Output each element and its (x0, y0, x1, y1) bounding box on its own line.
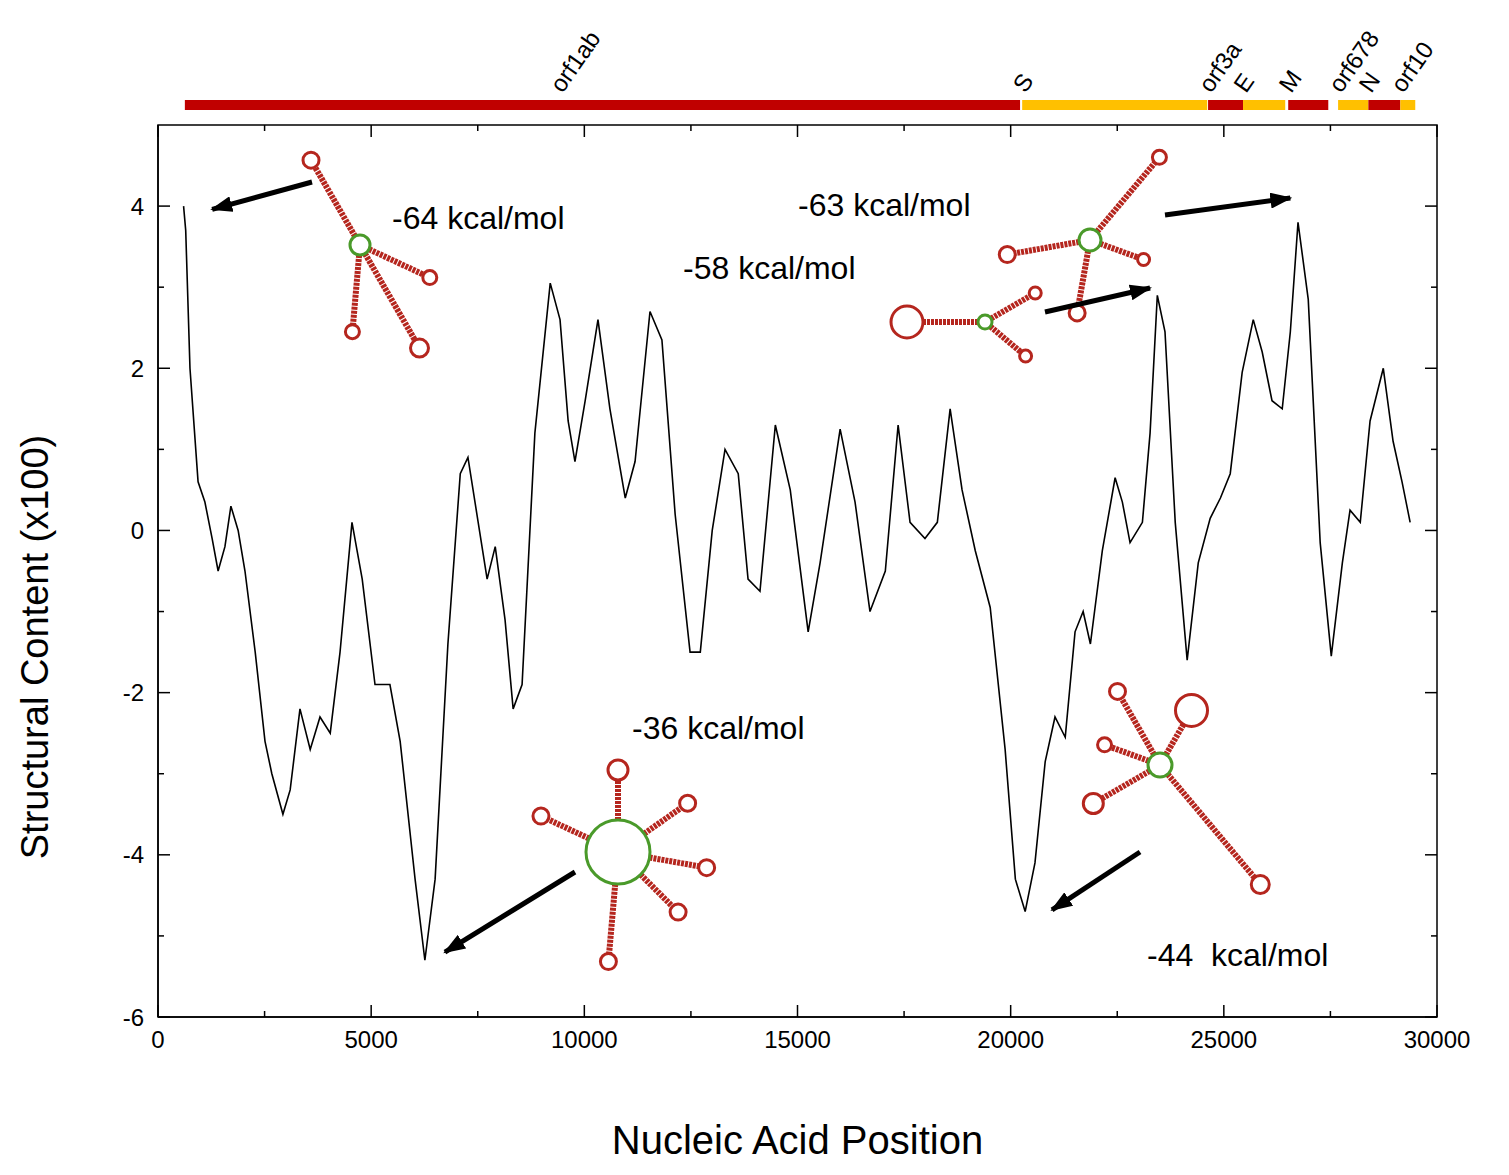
svg-text:30000: 30000 (1404, 1026, 1471, 1053)
svg-text:-6: -6 (123, 1004, 144, 1031)
svg-text:Nucleic Acid Position: Nucleic Acid Position (612, 1118, 983, 1162)
svg-text:M: M (1273, 65, 1307, 97)
svg-text:-63 kcal/mol: -63 kcal/mol (798, 187, 971, 223)
svg-text:-58 kcal/mol: -58 kcal/mol (683, 250, 856, 286)
svg-text:10000: 10000 (551, 1026, 618, 1053)
svg-text:E: E (1228, 68, 1259, 97)
svg-text:0: 0 (131, 517, 144, 544)
svg-text:S: S (1007, 68, 1038, 97)
svg-text:0: 0 (151, 1026, 164, 1053)
svg-text:5000: 5000 (344, 1026, 397, 1053)
svg-text:orf1ab: orf1ab (544, 26, 605, 97)
svg-text:Structural Content (x100): Structural Content (x100) (14, 435, 56, 860)
svg-text:-36 kcal/mol: -36 kcal/mol (632, 710, 805, 746)
svg-text:orf10: orf10 (1385, 37, 1438, 97)
svg-text:-4: -4 (123, 841, 144, 868)
svg-text:orf678: orf678 (1323, 26, 1384, 97)
svg-text:15000: 15000 (764, 1026, 831, 1053)
svg-text:orf3a: orf3a (1193, 36, 1247, 97)
svg-text:20000: 20000 (977, 1026, 1044, 1053)
svg-text:4: 4 (131, 193, 144, 220)
svg-text:-64 kcal/mol: -64 kcal/mol (392, 200, 565, 236)
svg-text:25000: 25000 (1190, 1026, 1257, 1053)
svg-text:-44 kcal/mol: -44 kcal/mol (1147, 937, 1328, 973)
svg-text:N: N (1353, 67, 1385, 97)
svg-text:2: 2 (131, 355, 144, 382)
svg-text:-2: -2 (123, 679, 144, 706)
